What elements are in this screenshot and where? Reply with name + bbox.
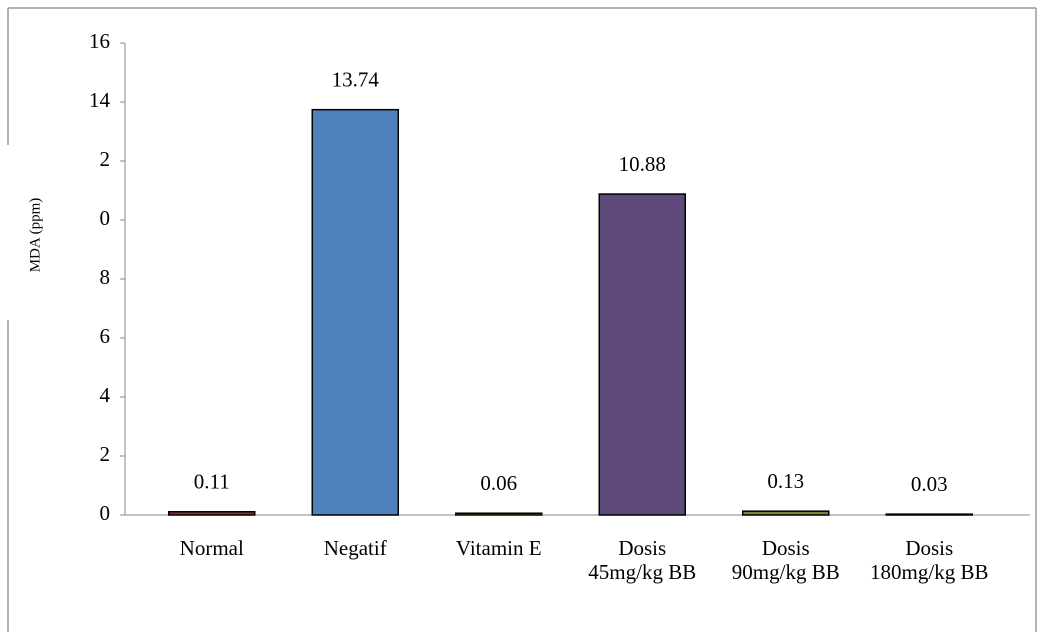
bar [455,512,543,516]
y-tick-label: 2 [100,147,111,171]
y-tick-label: 4 [100,383,111,407]
y-tick-label: 16 [89,29,110,53]
y-axis-label: MDA (ppm) [27,198,43,273]
bar [885,513,973,516]
bar [168,511,256,516]
x-tick-label: Negatif [323,536,387,560]
x-tick-label: Dosis 90mg/kg BB [731,536,840,584]
bar [598,193,686,516]
bar [742,510,830,516]
data-label: 10.88 [619,152,666,176]
x-tick-label: Dosis 180mg/kg BB [870,536,989,584]
y-tick-label: 0 [100,206,111,230]
y-tick-label: 8 [100,265,111,289]
data-label: 13.74 [332,67,380,91]
x-tick-label: Vitamin E [455,536,542,560]
bar [311,108,399,516]
y-tick-label: 6 [100,324,111,348]
x-tick-label: Normal [179,536,244,560]
data-label: 0.13 [767,469,804,493]
data-label: 0.11 [194,470,230,494]
y-tick-label: 14 [89,88,111,112]
x-tick-label: Dosis 45mg/kg BB [588,536,697,584]
y-tick-label: 0 [100,501,111,525]
data-label: 0.03 [911,472,948,496]
y-tick-label: 2 [100,442,111,466]
data-label: 0.06 [480,471,517,495]
border [7,7,1037,632]
